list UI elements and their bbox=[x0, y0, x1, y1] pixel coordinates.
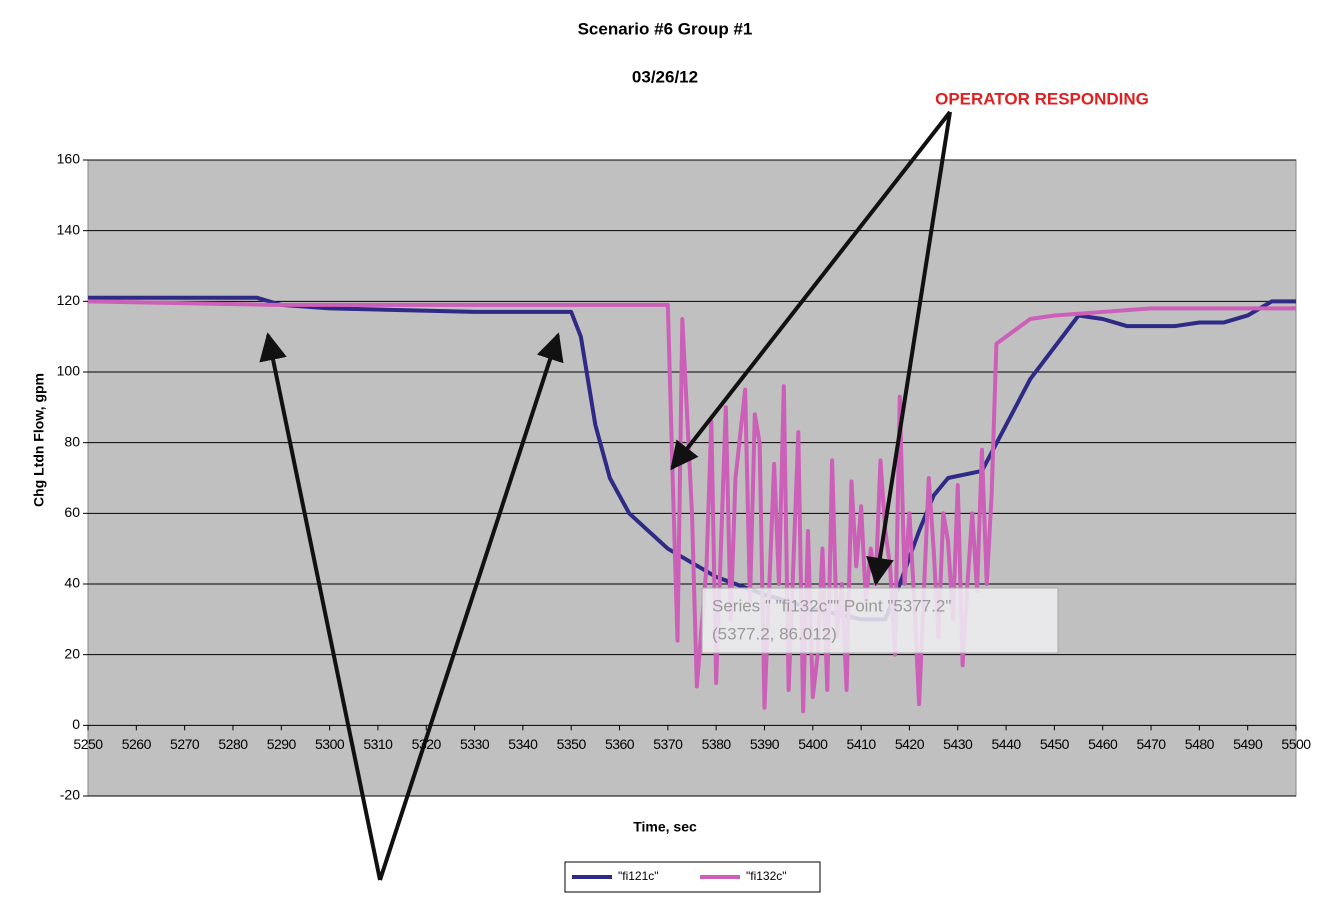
y-tick-label: 20 bbox=[64, 645, 80, 661]
y-tick-label: 40 bbox=[64, 575, 80, 591]
x-tick-label: 5410 bbox=[847, 736, 877, 752]
x-tick-label: 5420 bbox=[895, 736, 925, 752]
x-tick-label: 5340 bbox=[508, 736, 538, 752]
x-tick-label: 5430 bbox=[943, 736, 973, 752]
x-tick-label: 5500 bbox=[1281, 736, 1311, 752]
y-tick-label: 0 bbox=[72, 716, 80, 732]
y-tick-label: 120 bbox=[57, 292, 81, 308]
x-tick-label: 5390 bbox=[750, 736, 780, 752]
y-tick-label: 60 bbox=[64, 504, 80, 520]
legend-label: "fi121c" bbox=[618, 869, 659, 883]
tooltip-line: (5377.2, 86.012) bbox=[712, 624, 837, 643]
chart-title: Scenario #6 Group #1 bbox=[578, 19, 753, 38]
x-tick-label: 5300 bbox=[315, 736, 345, 752]
y-tick-label: 80 bbox=[64, 433, 80, 449]
y-tick-label: 100 bbox=[57, 363, 81, 379]
x-tick-label: 5470 bbox=[1136, 736, 1166, 752]
x-tick-label: 5450 bbox=[1040, 736, 1070, 752]
x-tick-label: 5270 bbox=[170, 736, 200, 752]
legend-label: "fi132c" bbox=[746, 869, 787, 883]
x-tick-label: 5480 bbox=[1185, 736, 1215, 752]
arrow bbox=[378, 332, 564, 881]
tooltip-box bbox=[701, 587, 1059, 654]
x-tick-label: 5310 bbox=[363, 736, 393, 752]
arrow bbox=[866, 111, 952, 586]
x-axis-label: Time, sec bbox=[633, 819, 697, 835]
x-tick-label: 5250 bbox=[73, 736, 103, 752]
x-tick-label: 5290 bbox=[267, 736, 297, 752]
y-tick-label: 140 bbox=[57, 221, 81, 237]
annotation: OPERATOR RESPONDING bbox=[935, 89, 1149, 108]
x-tick-label: 5350 bbox=[557, 736, 587, 752]
x-tick-label: 5320 bbox=[412, 736, 442, 752]
series-line bbox=[87, 299, 1296, 714]
chart-subtitle: 03/26/12 bbox=[632, 67, 698, 86]
arrow bbox=[259, 332, 382, 881]
arrows bbox=[259, 110, 952, 881]
x-tick-label: 5460 bbox=[1088, 736, 1118, 752]
y-tick-label: -20 bbox=[60, 787, 80, 803]
x-tick-label: 5370 bbox=[653, 736, 683, 752]
x-tick-label: 5360 bbox=[605, 736, 635, 752]
arrow bbox=[670, 110, 952, 471]
x-tick-label: 5280 bbox=[218, 736, 248, 752]
x-tick-label: 5260 bbox=[122, 736, 152, 752]
x-tick-label: 5330 bbox=[460, 736, 490, 752]
y-tick-label: 160 bbox=[57, 151, 81, 167]
tooltip-line: Series " "fi132c"" Point "5377.2" bbox=[712, 596, 951, 615]
x-tick-label: 5490 bbox=[1233, 736, 1263, 752]
x-tick-label: 5400 bbox=[798, 736, 828, 752]
x-tick-label: 5380 bbox=[702, 736, 732, 752]
tooltip: Series " "fi132c"" Point "5377.2" (5377.… bbox=[701, 587, 1059, 654]
y-axis-label: Chg Ltdn Flow, gpm bbox=[31, 373, 47, 507]
x-tick-label: 5440 bbox=[992, 736, 1022, 752]
